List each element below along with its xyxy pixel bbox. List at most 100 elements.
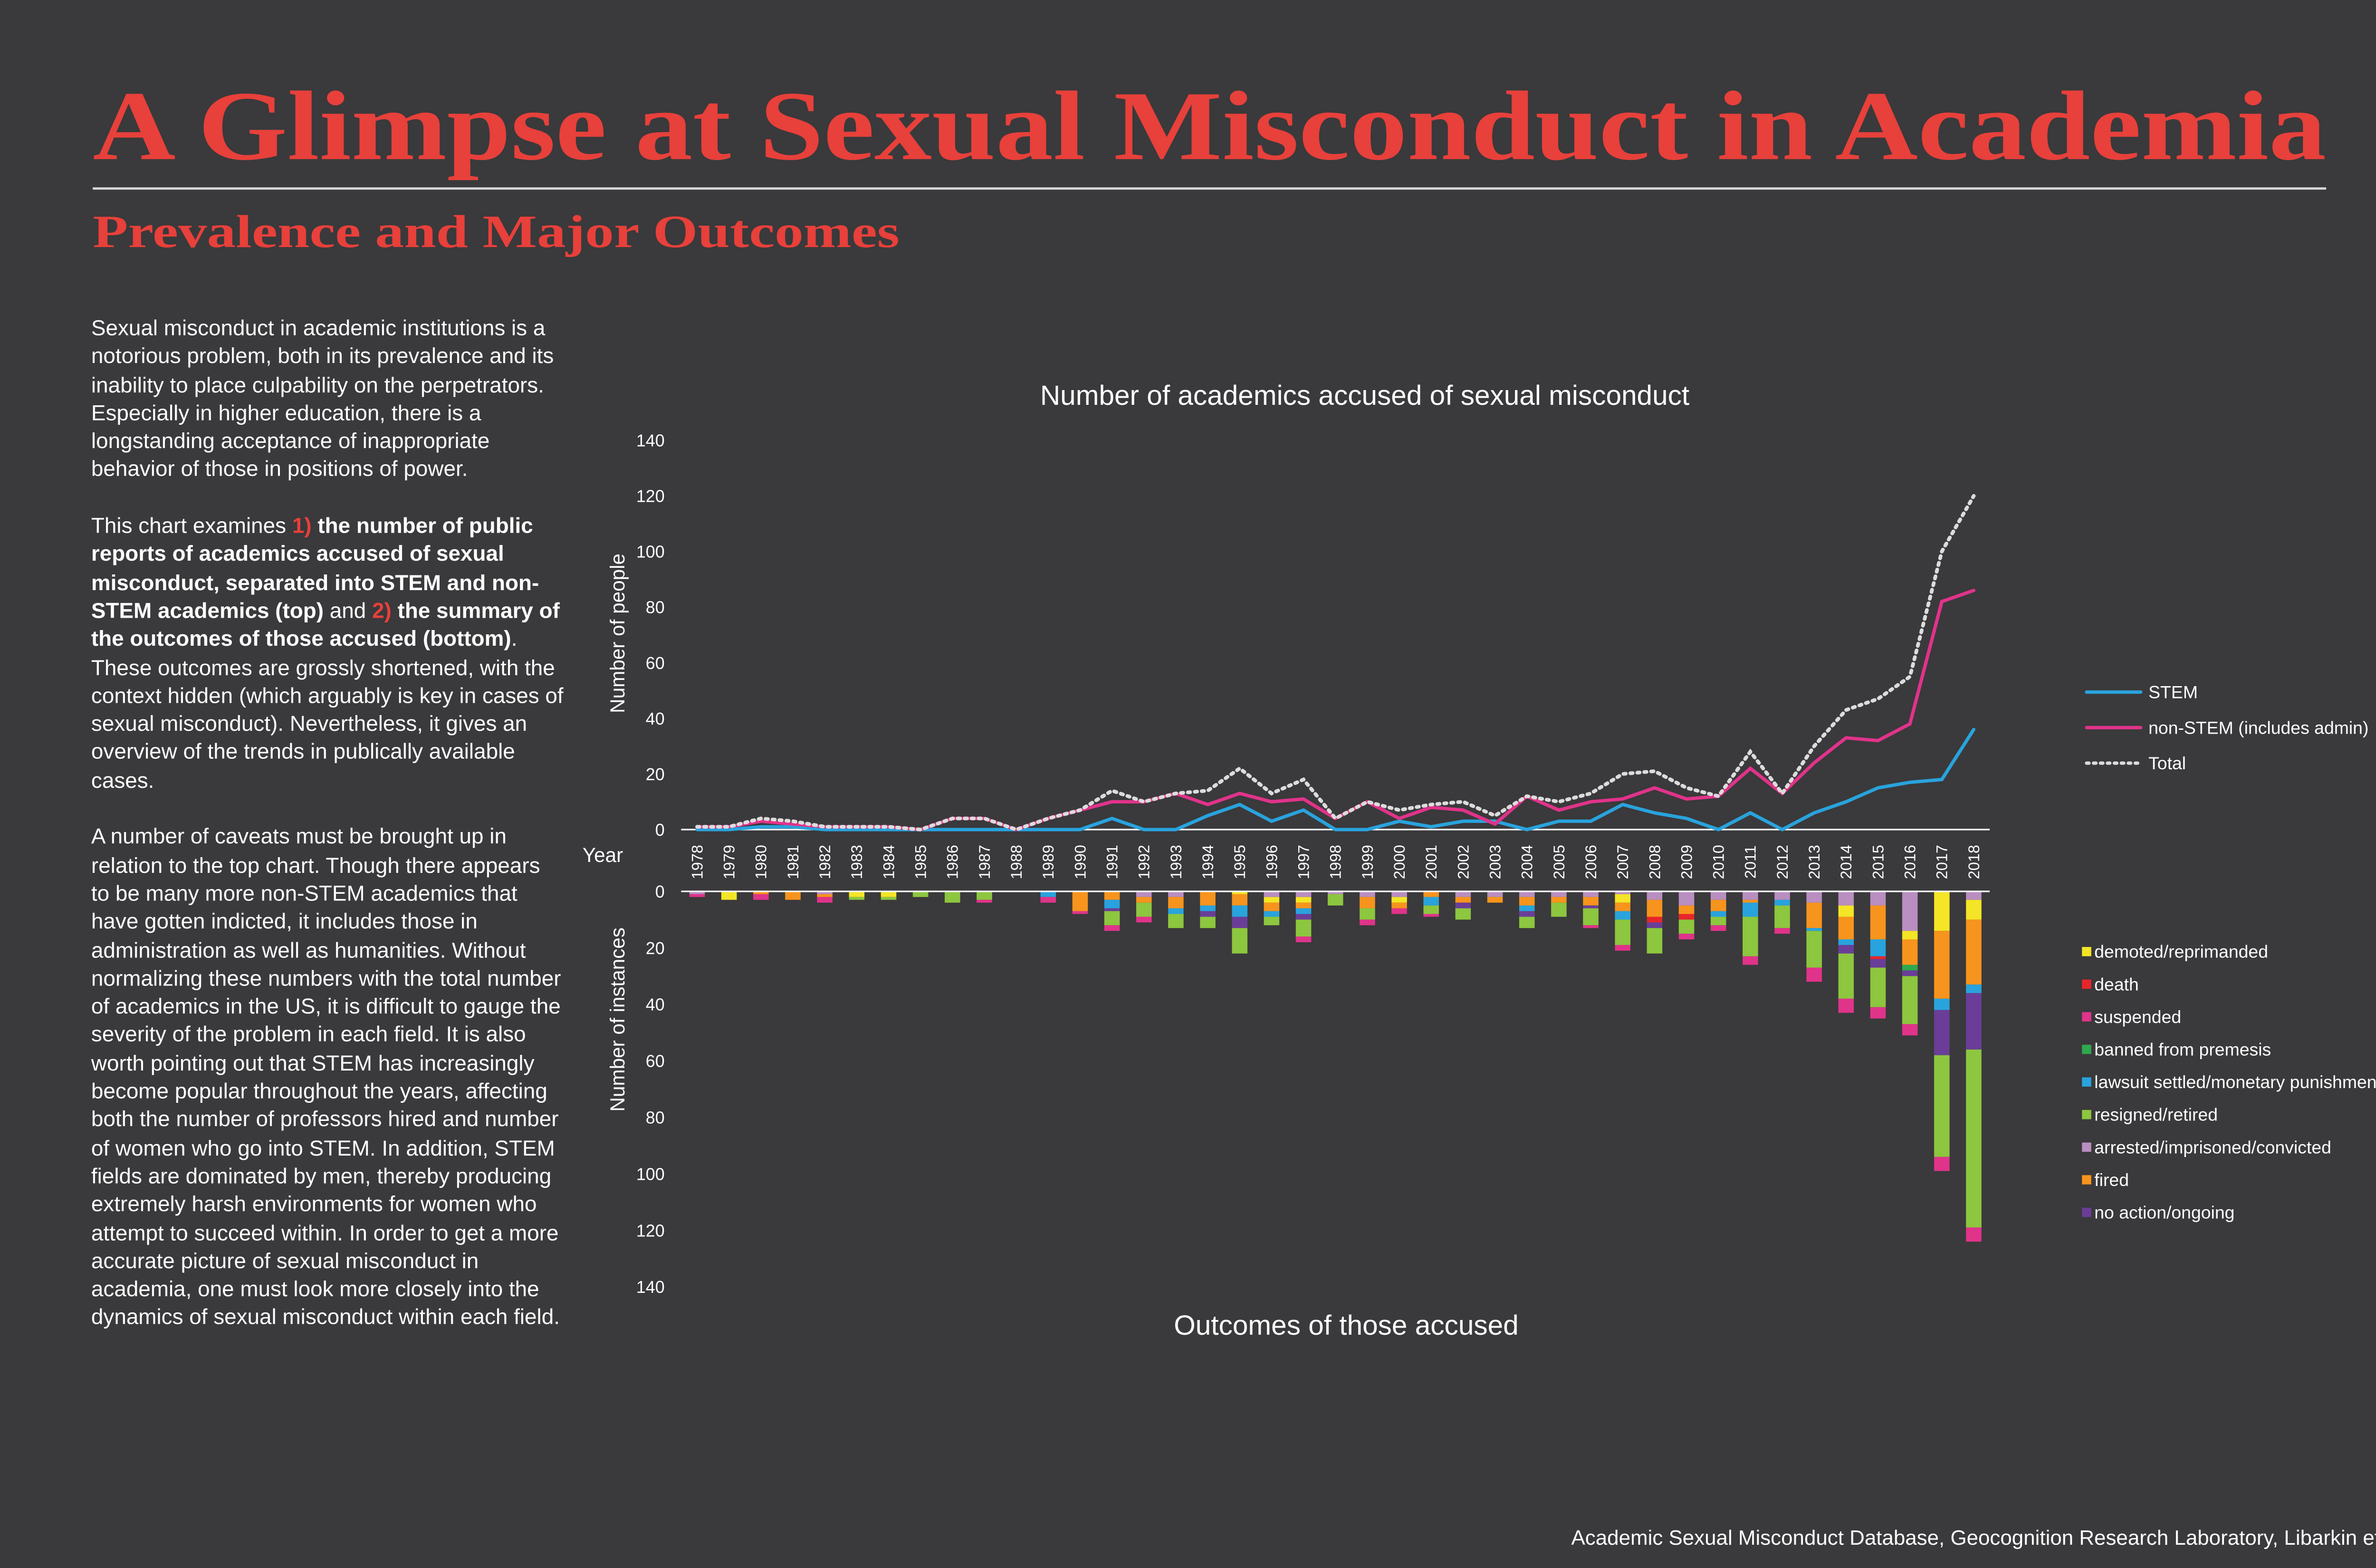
bar-segment — [721, 891, 737, 900]
bar-segment — [1583, 891, 1599, 897]
bar-segment — [1168, 891, 1184, 897]
x-tick-label: 1984 — [880, 845, 897, 879]
y-tick-label: 0 — [655, 882, 665, 901]
bar-segment — [1519, 911, 1535, 917]
x-tick-label: 2010 — [1710, 845, 1727, 879]
bar-segment — [1200, 891, 1216, 906]
bar-segment — [912, 891, 929, 897]
bar-segment — [1966, 919, 1982, 985]
y-tick-label: 20 — [646, 765, 665, 784]
bar-segment — [1519, 897, 1535, 906]
bar-segment — [1200, 917, 1216, 928]
bar-segment — [1423, 914, 1439, 917]
bar-segment — [1295, 914, 1312, 920]
bar-segment — [1743, 917, 1758, 956]
legend-label: death — [2094, 974, 2139, 994]
bar-segment — [1136, 917, 1152, 923]
bar-segment — [1519, 917, 1535, 928]
bar-segment — [1774, 905, 1790, 928]
bar-segment — [817, 891, 833, 894]
bar-segment — [1104, 891, 1120, 900]
bar-segment — [1072, 891, 1088, 911]
legend-label: STEM — [2148, 682, 2198, 702]
x-tick-label: 2005 — [1551, 845, 1568, 879]
line-series — [695, 494, 1976, 832]
x-tick-label: 1999 — [1359, 845, 1376, 879]
y-tick-label: 40 — [646, 709, 665, 728]
bar-segment — [1264, 897, 1280, 903]
bar-segment — [1902, 976, 1918, 1024]
x-tick-label: 2011 — [1742, 845, 1759, 879]
legend-label: arrested/imprisoned/convicted — [2094, 1137, 2331, 1157]
x-tick-label: 2007 — [1614, 845, 1631, 879]
bar-segment — [1232, 894, 1248, 906]
bar-segment — [1551, 891, 1567, 897]
bar-segment — [1870, 956, 1886, 959]
bar-segment — [1743, 956, 1758, 965]
y-tick-label: 120 — [636, 1221, 665, 1240]
page-title: A Glimpse at Sexual Misconduct in Academ… — [93, 72, 2326, 181]
bar-segment — [1264, 891, 1280, 897]
text-run: the number of public reports of academic… — [91, 513, 539, 623]
bar-segment — [1583, 908, 1599, 926]
x-tick-label: 2009 — [1678, 845, 1695, 879]
legend-swatch — [2082, 1142, 2091, 1152]
bar-segment — [753, 894, 769, 900]
x-tick-label: 1995 — [1231, 845, 1248, 879]
bar-segment — [1615, 902, 1630, 911]
x-tick-label: 2000 — [1391, 845, 1408, 879]
bar-segment — [785, 891, 801, 900]
x-tick-label: 1988 — [1008, 845, 1025, 879]
paragraph: Sexual misconduct in academic institutio… — [91, 315, 554, 481]
bar-segment — [1902, 931, 1918, 940]
bar-segment — [1934, 1010, 1950, 1055]
bar-segment — [1838, 917, 1854, 940]
bar-segment — [1838, 891, 1854, 906]
y-tick-label: 140 — [636, 431, 665, 450]
bar-segment — [1870, 967, 1886, 1007]
bar-segment — [1710, 917, 1726, 926]
y-tick-label: 20 — [646, 939, 665, 958]
bar-segment — [1104, 925, 1120, 931]
x-tick-label: 2006 — [1582, 845, 1600, 879]
bar-segment — [1232, 928, 1248, 954]
y-tick-label: 100 — [636, 543, 665, 562]
bar-segment — [1264, 911, 1280, 917]
bar-segment — [1327, 891, 1343, 894]
x-tick-label: 1979 — [721, 845, 738, 879]
bar-segment — [1710, 899, 1726, 911]
bar-segment — [1902, 970, 1918, 976]
bar-segment — [1295, 902, 1312, 908]
x-tick-label: 2012 — [1774, 845, 1791, 879]
bar-segment — [1264, 902, 1280, 911]
bar-segment — [753, 891, 769, 894]
text-run: the summary of the outcomes of those acc… — [91, 598, 560, 651]
bar-segment — [1551, 897, 1567, 903]
x-tick-label: 1996 — [1263, 845, 1280, 879]
bar-segment — [1934, 998, 1950, 1010]
bar-segment — [817, 897, 833, 903]
x-tick-label: 1992 — [1136, 845, 1153, 879]
bar-segment — [1455, 908, 1471, 920]
bar-segment — [1678, 891, 1695, 906]
legend-swatch — [2082, 1109, 2091, 1119]
bar-segment — [1838, 945, 1854, 954]
bar-segment — [1295, 937, 1312, 942]
bar-segment — [1966, 993, 1982, 1050]
bar-segment — [1360, 897, 1375, 908]
bar-segment — [1743, 902, 1758, 917]
bar-segment — [1104, 908, 1120, 911]
y-axis-label: Number of people — [606, 554, 629, 713]
x-tick-label: 1980 — [753, 845, 770, 879]
x-tick-label: 2015 — [1869, 845, 1887, 879]
bar-segment — [1710, 925, 1726, 931]
bar-segment — [1678, 905, 1695, 914]
x-tick-label: 1997 — [1295, 845, 1312, 879]
bar-segment — [1710, 891, 1726, 900]
bar-segment — [1040, 891, 1056, 897]
bar-segment — [1519, 905, 1535, 911]
text-run: 1) — [292, 513, 312, 538]
bar-segment — [1583, 925, 1599, 928]
y-tick-label: 140 — [636, 1278, 665, 1297]
